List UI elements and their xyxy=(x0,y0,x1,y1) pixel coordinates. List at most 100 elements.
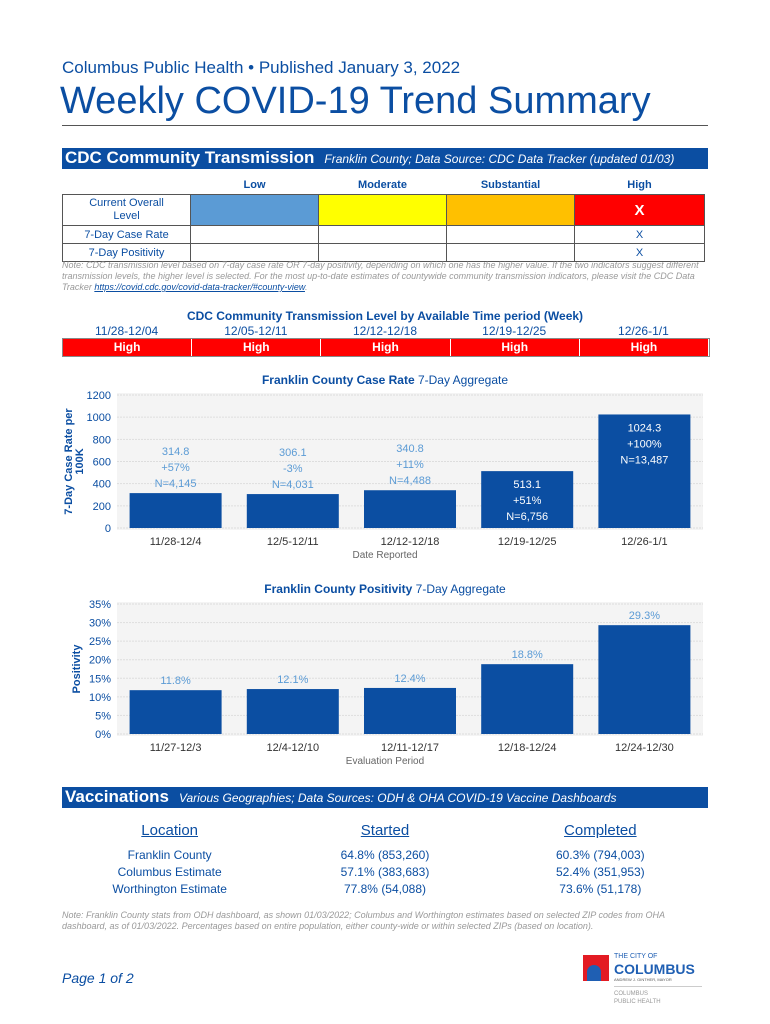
page-number: Page 1 of 2 xyxy=(62,970,134,986)
y-axis-label: 7-Day Case Rate per100K xyxy=(63,408,86,515)
data-label: 18.8% xyxy=(512,649,543,661)
level-cell: X xyxy=(574,243,705,262)
data-label: +51% xyxy=(513,495,542,507)
level-header: High xyxy=(627,179,652,191)
chart-title: Franklin County Case Rate 7-Day Aggregat… xyxy=(262,373,508,387)
level-cell xyxy=(190,194,319,226)
week-level: High xyxy=(192,339,322,356)
cell: 64.8% (853,260) xyxy=(340,848,430,862)
week-label: 12/12-12/18 xyxy=(352,324,418,338)
data-label: 314.8 xyxy=(162,446,190,458)
y-tick-label: 1200 xyxy=(87,390,111,402)
vaccinations-note: Note: Franklin County stats from ODH das… xyxy=(62,910,665,931)
cell: 60.3% (794,003) xyxy=(555,848,645,862)
level-cell xyxy=(318,194,447,226)
vaccinations-table: Location Started Completed Franklin County… xyxy=(62,822,708,898)
data-label: 12.1% xyxy=(277,674,308,686)
cdc-tracker-link[interactable]: https://covid.cdc.gov/covid-data-tracker… xyxy=(94,282,305,292)
chart-title: Franklin County Positivity 7-Day Aggrega… xyxy=(264,582,506,596)
level-cell: X xyxy=(574,225,705,244)
level-cell xyxy=(318,243,447,262)
y-tick-label: 200 xyxy=(93,501,111,513)
logo-health: COLUMBUS PUBLIC HEALTH xyxy=(614,990,661,1006)
level-cell: X xyxy=(574,194,705,226)
data-label: -3% xyxy=(283,463,303,475)
level-header: Moderate xyxy=(358,179,407,191)
week-label: 12/19-12/25 xyxy=(482,324,547,338)
level-cell xyxy=(190,225,319,244)
logo-line1: THE CITY OF xyxy=(614,953,658,960)
cell: 73.6% (51,178) xyxy=(559,882,642,896)
row-label: 7-Day Positivity xyxy=(62,243,191,262)
vaccinations-section-header: Vaccinations Various Geographies; Data S… xyxy=(62,787,708,808)
cdc-note-text: Note: CDC transmission level based on 7-… xyxy=(62,260,699,292)
x-tick-label: 12/18-12/24 xyxy=(498,742,557,754)
data-label: 513.1 xyxy=(513,479,541,491)
data-label: N=13,487 xyxy=(620,454,668,466)
logo-line5: PUBLIC HEALTH xyxy=(614,999,661,1005)
bar xyxy=(129,493,222,528)
x-axis-label: Evaluation Period xyxy=(346,756,424,767)
data-label: 11.8% xyxy=(160,675,191,687)
x-tick-label: 12/4-12/10 xyxy=(266,742,319,754)
y-tick-label: 400 xyxy=(93,479,111,491)
data-label: 12.4% xyxy=(394,673,425,685)
publisher-line: Columbus Public Health • Published Janua… xyxy=(62,58,461,77)
level-header: Low xyxy=(243,179,266,191)
table-row: Worthington Estimate 77.8% (54,088) 73.6% … xyxy=(62,881,708,898)
y-tick-label: 1000 xyxy=(87,412,111,424)
cell: 52.4% (351,953) xyxy=(555,865,645,879)
bar xyxy=(129,690,222,734)
column-header: Location xyxy=(141,822,199,839)
x-tick-label: 12/12-12/18 xyxy=(381,536,440,548)
x-tick-label: 12/11-12/17 xyxy=(381,742,439,754)
x-tick-label: 12/26-1/1 xyxy=(621,536,667,548)
title-divider xyxy=(62,125,708,126)
data-label: 1024.3 xyxy=(628,422,662,434)
level-cell xyxy=(446,225,575,244)
data-label: N=4,488 xyxy=(389,475,431,487)
y-tick-label: 5% xyxy=(95,710,111,722)
y-tick-label: 600 xyxy=(93,457,111,469)
level-cell xyxy=(446,243,575,262)
transmission-table: Low Moderate Substantial High Current Ov… xyxy=(62,176,705,262)
bar xyxy=(598,414,691,528)
logo-line4: COLUMBUS xyxy=(614,991,649,997)
y-tick-label: 20% xyxy=(89,655,111,667)
data-label: 306.1 xyxy=(279,447,307,459)
cdc-note: Note: CDC transmission level based on 7-… xyxy=(62,260,699,292)
data-label: 29.3% xyxy=(629,610,660,622)
weekly-periods: 11/28-12/04 12/05-12/11 12/12-12/18 12/19-1… xyxy=(62,324,708,338)
y-tick-label: 15% xyxy=(89,673,111,685)
bar xyxy=(481,471,574,528)
case-rate-chart: Franklin County Case Rate 7-Day Aggregat… xyxy=(63,373,703,561)
data-label: N=4,031 xyxy=(272,479,314,491)
positivity-chart: Franklin County Positivity 7-Day Aggrega… xyxy=(71,582,703,767)
level-header: Substantial xyxy=(480,179,541,191)
y-tick-label: 30% xyxy=(89,618,111,630)
week-level: High xyxy=(321,339,451,356)
bar xyxy=(598,625,691,734)
y-tick-label: 0% xyxy=(95,729,111,741)
y-tick-label: 10% xyxy=(89,692,111,704)
row-label: 7-Day Case Rate xyxy=(62,225,191,244)
column-header: Completed xyxy=(564,822,637,839)
logo-dome-icon xyxy=(587,965,601,981)
logo-line2: COLUMBUS xyxy=(614,961,695,977)
week-level: High xyxy=(579,339,710,356)
level-cell xyxy=(318,225,447,244)
week-label: 12/05-12/11 xyxy=(224,324,288,338)
cell: 57.1% (383,683) xyxy=(340,865,430,879)
cell: Worthington Estimate xyxy=(112,882,227,896)
week-label: 11/28-12/04 xyxy=(95,324,159,338)
level-cell xyxy=(446,194,575,226)
weekly-levels: High High High High High xyxy=(62,338,710,357)
cdc-section-header: CDC Community Transmission Franklin Coun… xyxy=(62,148,708,169)
data-label: +100% xyxy=(627,438,662,450)
y-tick-label: 800 xyxy=(93,434,111,446)
bar xyxy=(246,494,339,528)
y-axis-label: Positivity xyxy=(71,644,83,694)
logo-line3: ANDREW J. GINTHER, MAYOR xyxy=(614,977,672,982)
cell: 77.8% (54,088) xyxy=(343,882,427,896)
